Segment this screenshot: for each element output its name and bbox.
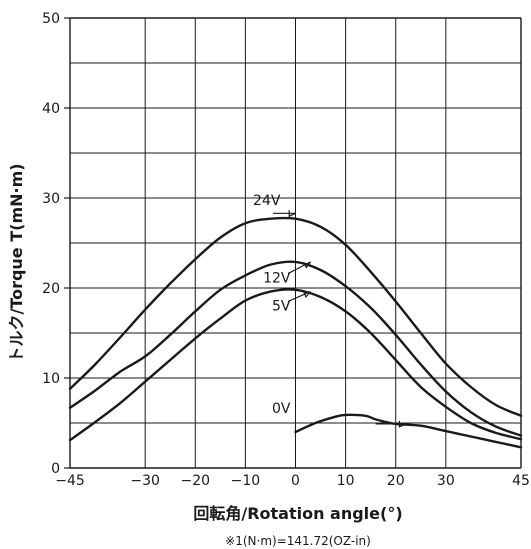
series-lines bbox=[68, 216, 523, 449]
series-label-0v: 0V bbox=[272, 401, 291, 417]
x-tick-label: −30 bbox=[130, 473, 160, 489]
series-line-24v bbox=[68, 216, 523, 417]
grid-lines bbox=[64, 17, 522, 469]
arrowhead-12v bbox=[303, 261, 312, 269]
y-tick-label: 40 bbox=[42, 101, 60, 117]
y-tick-label: 30 bbox=[42, 191, 60, 207]
x-tick-label: 20 bbox=[387, 473, 405, 489]
y-tick-label: 0 bbox=[51, 461, 60, 477]
x-tick-labels: −45 −30 −20 −10 0 10 20 30 45 bbox=[55, 473, 530, 489]
series-arrow-12v bbox=[287, 261, 311, 275]
series-label-5v: 5V bbox=[272, 299, 291, 315]
arrowhead-24v bbox=[288, 210, 296, 218]
x-tick-label: −20 bbox=[181, 473, 211, 489]
x-tick-label: −10 bbox=[231, 473, 261, 489]
series-label-24v: 24V bbox=[253, 193, 281, 209]
series-labels: 24V 12V 5V 0V bbox=[253, 193, 407, 428]
series-arrow-5v bbox=[287, 291, 311, 303]
arrowhead-5v bbox=[302, 291, 311, 299]
unit-footnote: ※1(N·m)=141.72(OZ-in) bbox=[225, 534, 371, 548]
y-tick-label: 50 bbox=[42, 11, 60, 27]
series-label-12v: 12V bbox=[263, 271, 291, 287]
arrowhead-0v bbox=[398, 420, 407, 428]
y-tick-label: 10 bbox=[42, 371, 60, 387]
series-line-12v bbox=[68, 260, 523, 437]
x-tick-label: −45 bbox=[55, 473, 85, 489]
y-axis-label: トルク/Torque T(mN·m) bbox=[7, 163, 26, 362]
x-tick-label: 30 bbox=[437, 473, 455, 489]
y-tick-labels: 0 10 20 30 40 50 bbox=[42, 11, 60, 477]
x-tick-label: 45 bbox=[512, 473, 530, 489]
x-tick-label: 10 bbox=[337, 473, 355, 489]
x-tick-label: 0 bbox=[291, 473, 300, 489]
series-line-0v bbox=[294, 413, 523, 449]
series-line-5v bbox=[68, 288, 523, 442]
y-tick-label: 20 bbox=[42, 281, 60, 297]
x-axis-label: 回転角/Rotation angle(°) bbox=[193, 504, 402, 523]
